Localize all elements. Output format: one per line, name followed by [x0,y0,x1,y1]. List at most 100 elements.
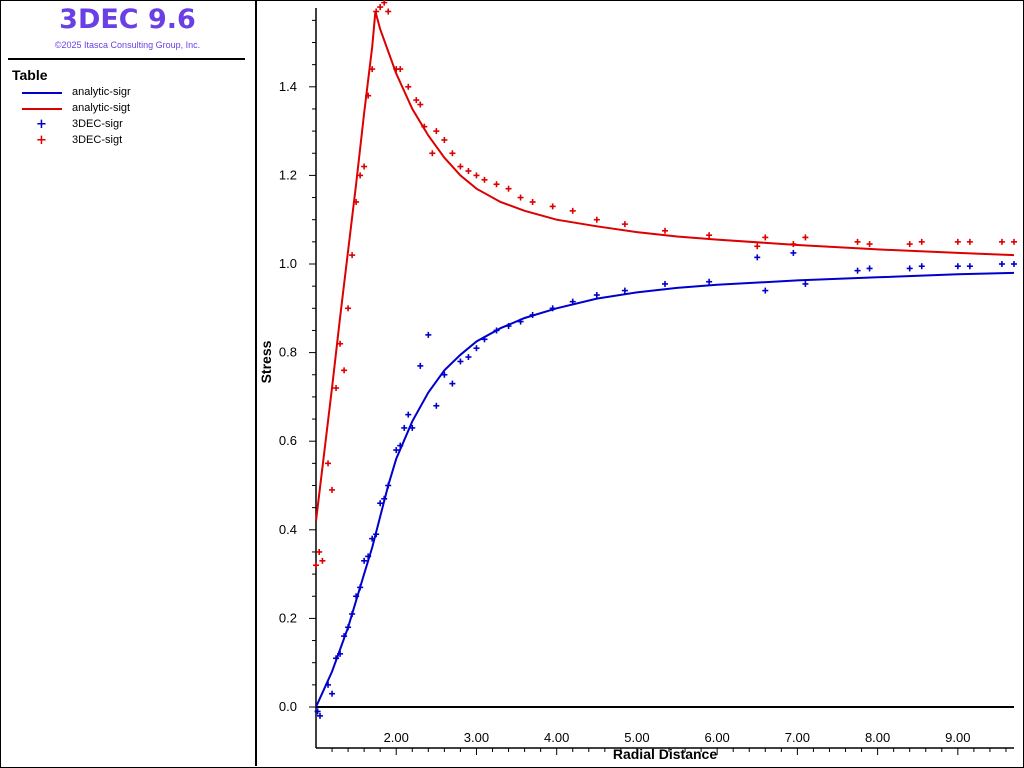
data-point-3dec-sigt [621,221,628,228]
y-tick-label: 0.4 [279,522,297,537]
data-point-3dec-sigt [377,4,384,11]
data-point-3dec-sigt [319,557,326,564]
x-tick-label: 4.00 [544,730,569,745]
y-tick-label: 0.6 [279,433,297,448]
legend-divider [8,58,245,60]
legend-item-3dec-sigt[interactable]: + 3DEC-sigt [20,133,250,149]
data-point-3dec-sigt [337,340,344,347]
line-swatch-icon [22,108,62,110]
data-point-3dec-sigt [457,163,464,170]
x-tick-label: 3.00 [464,730,489,745]
axes: 0.0 0.2 0.4 0.6 0.8 1.0 1.2 1.4 2.00 3.00 4.00 5.00… [279,8,1014,755]
y-tick-label: 0.0 [279,699,297,714]
y-axis-title: Stress [258,340,274,383]
legend-item-3dec-sigr[interactable]: + 3DEC-sigr [20,117,250,133]
data-point-3dec-sigt [802,234,809,241]
data-point-3dec-sigt [345,305,352,312]
data-point-3dec-sigr [345,624,352,631]
data-point-3dec-sigr [329,690,336,697]
legend-label: analytic-sigt [72,102,131,114]
data-point-3dec-sigt [481,176,488,183]
data-point-3dec-sigr [317,712,324,719]
data-point-3dec-sigt [449,150,456,157]
data-point-3dec-sigr [385,482,392,489]
data-point-3dec-sigr [401,424,408,431]
data-point-3dec-sigr [409,424,416,431]
data-point-3dec-sigr [353,593,360,600]
data-point-3dec-sigr [333,655,340,662]
data-point-3dec-sigt [373,8,380,15]
data-point-3dec-sigr [517,318,524,325]
data-point-3dec-sigr [361,557,368,564]
data-point-3dec-sigr [417,362,424,369]
data-point-3dec-sigt [473,172,480,179]
data-point-3dec-sigt [357,172,364,179]
legend-item-analytic-sigr[interactable]: analytic-sigr [20,85,250,101]
copyright-text: ©2025 Itasca Consulting Group, Inc. [54,40,201,50]
data-point-3dec-sigt [381,0,388,6]
data-point-3dec-sigt [998,238,1005,245]
data-point-3dec-sigr [662,280,668,287]
data-point-3dec-sigt [465,167,472,174]
data-point-3dec-sigr [621,287,628,294]
x-tick-label: 2.00 [384,730,409,745]
data-point-3dec-sigr [866,265,873,272]
data-point-3dec-sigt [316,548,323,555]
data-point-3dec-sigt [349,252,356,259]
data-point-3dec-sigr [314,708,321,715]
legend-panel: 3DEC 9.6 ©2025 Itasca Consulting Group, … [0,0,257,766]
data-point-3dec-sigr [357,584,364,591]
data-point-3dec-sigr [593,292,600,299]
data-point-3dec-sigr [365,553,372,560]
data-point-3dec-sigt [966,238,973,245]
y-tick-label: 1.0 [279,256,297,271]
data-point-3dec-sigt [441,136,448,143]
data-point-3dec-sigt [385,8,392,15]
y-tick-label: 1.4 [279,79,297,94]
data-point-3dec-sigr [906,265,913,272]
data-point-3dec-sigt [790,241,797,248]
data-point-3dec-sigr [854,267,861,274]
data-point-3dec-sigr [425,331,432,338]
data-point-3dec-sigr [433,402,440,409]
legend-label: 3DEC-sigt [72,134,123,146]
plus-marker-icon: + [36,133,47,148]
data-point-3dec-sigt [866,241,873,248]
data-point-3dec-sigt [549,203,556,210]
x-tick-label: 6.00 [704,730,729,745]
data-point-3dec-sigr [966,263,973,270]
data-point-3dec-sigr [441,371,448,378]
data-point-3dec-sigt [329,486,336,493]
data-point-3dec-sigt [353,198,360,205]
y-tick-label: 0.2 [279,610,297,625]
data-point-3dec-sigt [361,163,368,170]
data-point-3dec-sigt [417,101,424,108]
data-point-3dec-sigr [337,650,344,657]
data-point-3dec-sigt [429,150,436,157]
x-tick-label: 7.00 [785,730,810,745]
series-line-analytic-sigr [315,271,1015,708]
y-tick-label: 1.2 [279,167,297,182]
data-point-3dec-sigt [593,216,600,223]
legend-item-analytic-sigt[interactable]: analytic-sigt [20,101,250,117]
data-point-3dec-sigr [369,535,376,542]
data-point-3dec-sigt [918,238,925,245]
data-point-3dec-sigr [349,610,356,617]
data-point-3dec-sigt [569,207,576,214]
data-point-3dec-sigt [529,198,536,205]
data-point-3dec-sigr [393,447,400,454]
data-point-3dec-sigr [341,633,348,640]
data-point-3dec-sigr [529,311,536,318]
data-point-3dec-sigt [754,243,761,250]
legend-title: Table [12,67,48,83]
data-point-3dec-sigr [569,298,576,305]
data-point-3dec-sigt [421,123,428,130]
data-point-3dec-sigr [473,345,480,352]
data-point-3dec-sigr [549,305,556,312]
series-layer [313,0,1017,719]
app-title: 3DEC 9.6 [59,4,196,35]
x-tick-label: 5.00 [624,730,649,745]
data-point-3dec-sigt [325,460,332,467]
data-point-3dec-sigr [457,358,464,365]
